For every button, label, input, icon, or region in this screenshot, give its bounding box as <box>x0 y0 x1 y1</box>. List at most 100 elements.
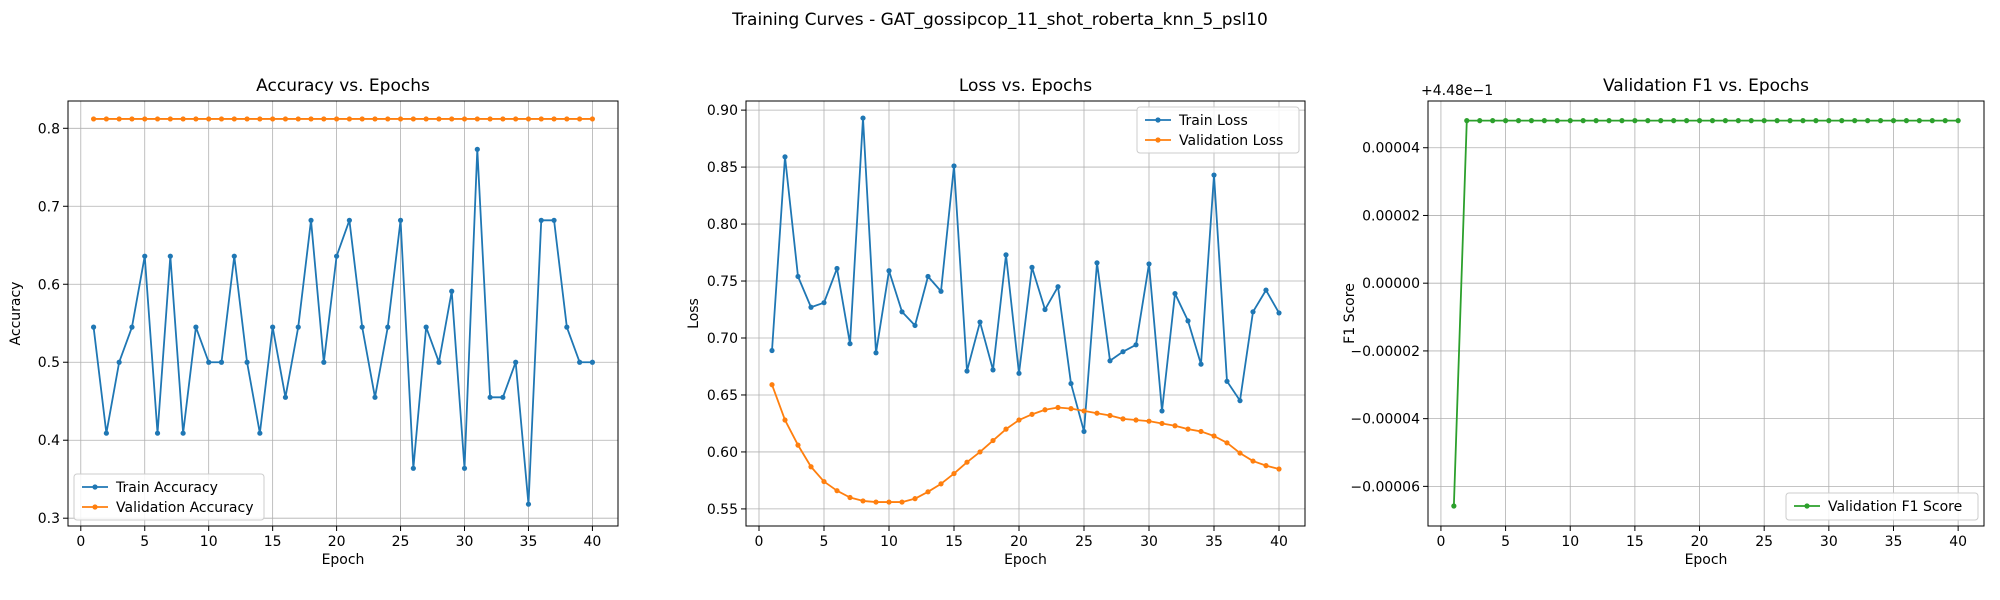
data-point <box>1929 118 1935 124</box>
series-line <box>1452 119 1959 507</box>
data-point <box>782 154 788 160</box>
data-point <box>180 116 186 122</box>
data-point <box>90 116 97 122</box>
legend: Validation F1 Score <box>1785 492 1979 521</box>
data-point <box>769 347 775 354</box>
data-point <box>1055 404 1061 411</box>
data-point <box>500 394 506 400</box>
data-point <box>410 116 416 122</box>
data-point <box>1464 118 1470 124</box>
data-point <box>116 116 122 122</box>
data-point <box>1916 118 1922 124</box>
data-point <box>873 350 879 356</box>
data-point <box>1081 408 1087 414</box>
data-point <box>1211 433 1217 439</box>
legend-box <box>1785 492 1979 521</box>
y-tick-label: 0.6 <box>38 277 60 293</box>
data-point <box>1709 118 1716 124</box>
data-point <box>1696 118 1703 124</box>
data-point <box>1813 118 1819 124</box>
x-tick-label: 30 <box>456 534 474 550</box>
data-point <box>1029 411 1035 417</box>
data-point <box>231 116 237 122</box>
legend-marker <box>1155 137 1161 143</box>
data-point <box>1451 503 1457 509</box>
data-point <box>1237 398 1243 404</box>
legend-label: Validation F1 Score <box>1828 499 1962 515</box>
data-point <box>1068 406 1074 412</box>
data-point <box>461 116 468 122</box>
data-point <box>525 116 532 122</box>
chart-title: Validation F1 vs. Epochs <box>1603 76 1809 96</box>
data-point <box>218 116 225 122</box>
data-point <box>589 116 596 122</box>
data-point <box>990 437 996 444</box>
data-point <box>577 116 583 122</box>
y-axis-label: Accuracy <box>8 282 24 346</box>
data-point <box>1159 420 1165 427</box>
y-tick-label: 0.5 <box>38 355 60 371</box>
data-point <box>129 116 135 122</box>
legend-marker <box>92 504 98 510</box>
data-point <box>103 430 109 436</box>
legend-marker <box>92 484 98 490</box>
data-point <box>925 273 931 280</box>
data-point <box>886 268 892 274</box>
x-tick-label: 40 <box>584 534 602 550</box>
data-point <box>977 449 983 455</box>
data-point <box>206 359 212 365</box>
series-validation-loss <box>769 382 1282 505</box>
data-point <box>1541 118 1547 124</box>
x-tick-label: 35 <box>520 534 538 550</box>
chart-panels: 0 5 10 15 20 25 30 35 40 0.3 0.4 0.5 0.6 0.7 0.8 Accura… <box>8 76 1985 568</box>
data-point <box>964 368 970 374</box>
data-point <box>372 116 378 122</box>
data-point <box>167 116 173 122</box>
x-tick-label: 30 <box>1140 534 1158 550</box>
series-line <box>771 384 1280 503</box>
data-point <box>1580 118 1586 124</box>
legend-marker <box>1155 117 1161 123</box>
x-tick-label: 15 <box>264 534 282 550</box>
data-point <box>990 367 996 373</box>
data-point <box>461 465 468 471</box>
legend-box <box>73 473 265 521</box>
data-point <box>1120 416 1126 422</box>
data-point <box>808 464 814 470</box>
y-tick-label: −0.00004 <box>1350 412 1420 428</box>
data-point <box>1120 349 1126 355</box>
x-tick-label: 25 <box>392 534 410 550</box>
y-axis-label: Loss <box>686 298 702 329</box>
data-point <box>321 359 327 365</box>
y-tick-label: −0.00006 <box>1350 479 1420 495</box>
chart-title: Loss vs. Epochs <box>959 76 1092 96</box>
x-tick-label: 10 <box>1561 534 1579 550</box>
data-point <box>1172 290 1178 297</box>
legend-marker <box>1804 503 1810 509</box>
data-point <box>487 116 493 122</box>
y-tick-label: 0.8 <box>38 121 60 137</box>
x-tick-label: 10 <box>880 534 898 550</box>
data-point <box>1016 417 1022 423</box>
data-point <box>334 116 340 122</box>
chart-panel-1: 0 5 10 15 20 25 30 35 40 0.3 0.4 0.5 0.6 0.7 0.8 Accura… <box>8 76 619 568</box>
data-point <box>1146 418 1152 424</box>
data-point <box>1133 417 1139 423</box>
data-point <box>1774 118 1780 124</box>
x-tick-label: 20 <box>1010 534 1028 550</box>
data-point <box>1671 118 1677 124</box>
data-point <box>1172 423 1178 429</box>
data-point <box>193 324 199 330</box>
x-tick-label: 15 <box>1626 534 1644 550</box>
data-point <box>1198 361 1204 367</box>
data-point <box>142 253 148 259</box>
data-point <box>1042 407 1048 413</box>
data-point <box>423 324 429 330</box>
data-point <box>977 319 983 325</box>
data-point <box>1684 118 1690 124</box>
data-point <box>372 394 378 400</box>
data-point <box>1942 118 1948 124</box>
data-point <box>951 163 957 169</box>
data-point <box>1826 118 1832 124</box>
y-tick-label: 0.85 <box>707 160 738 176</box>
